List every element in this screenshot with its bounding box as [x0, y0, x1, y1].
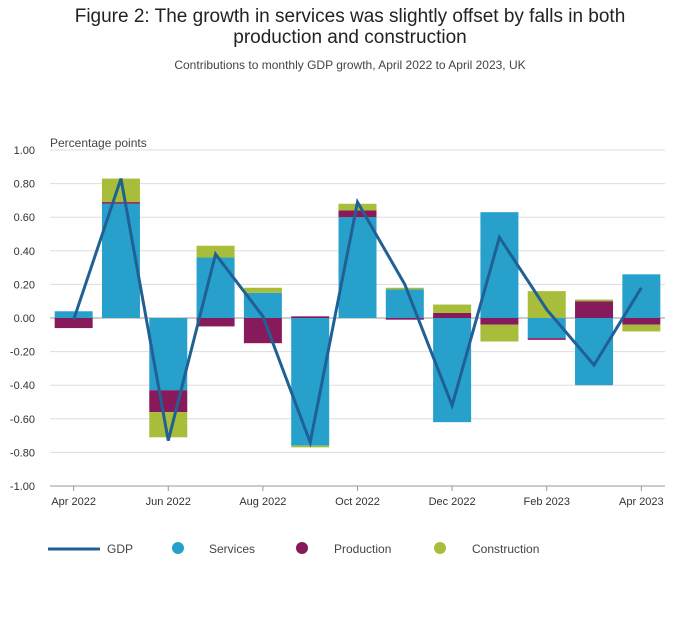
x-tick-label: Oct 2022 [335, 496, 380, 508]
x-tick-label: Jun 2022 [146, 496, 191, 508]
y-tick-label: 1.00 [14, 145, 35, 157]
services-bar [480, 212, 519, 318]
y-tick-label: -1.00 [10, 481, 35, 493]
construction-bar [575, 299, 614, 302]
construction-bar [480, 324, 519, 342]
chart-title-line-2: production and construction [233, 27, 467, 48]
services-bar [149, 318, 188, 391]
production-bar [101, 202, 140, 204]
production-bar [527, 338, 566, 340]
production-bar [196, 318, 235, 327]
legend: GDP Services Production Construction [48, 542, 539, 556]
construction-bar [196, 245, 235, 258]
construction-bar [101, 178, 140, 203]
construction-bar [243, 287, 282, 293]
x-tick-label: Dec 2022 [429, 496, 476, 508]
production-bar [480, 318, 519, 325]
production-bar [54, 318, 93, 329]
production-bar [575, 301, 614, 318]
y-tick-label: -0.20 [10, 347, 35, 359]
y-axis-title: Percentage points [50, 136, 147, 150]
construction-bar [622, 324, 661, 332]
production-bar [338, 210, 377, 218]
production-bar [291, 316, 330, 318]
construction-legend-label: Construction [472, 542, 539, 556]
chart-title: Figure 2: The growth in services was sli… [0, 6, 700, 48]
production-bar [243, 318, 282, 344]
y-tick-label: -0.80 [10, 447, 35, 459]
y-tick-label: 0.00 [14, 313, 35, 325]
services-bar [243, 292, 282, 318]
services-bar [101, 203, 140, 318]
gdp-legend-label: GDP [107, 542, 133, 556]
production-bar [433, 312, 472, 318]
y-tick-label: -0.60 [10, 414, 35, 426]
chart-subtitle: Contributions to monthly GDP growth, Apr… [174, 58, 526, 72]
axis-layer: 1.00 0.80 0.60 0.40 0.20 0.00 -0.20 -0.40 -0.60 -… [10, 145, 665, 508]
construction-legend-marker [434, 542, 446, 554]
construction-bar [527, 291, 566, 318]
gdp-line [72, 178, 643, 448]
gdp-line-layer [72, 178, 643, 448]
y-tick-label: 0.60 [14, 212, 35, 224]
y-tick-label: 0.40 [14, 246, 35, 258]
services-bar [385, 289, 424, 318]
production-legend-label: Production [334, 542, 391, 556]
production-legend-marker [296, 542, 308, 554]
production-bar [622, 318, 661, 325]
x-tick-label: Feb 2023 [523, 496, 569, 508]
production-bar [385, 318, 424, 320]
construction-bar [433, 304, 472, 313]
bars-layer [54, 178, 661, 448]
x-tick-label: Apr 2022 [51, 496, 96, 508]
chart-title-line-1: Figure 2: The growth in services was sli… [74, 6, 626, 27]
services-legend-marker [172, 542, 184, 554]
y-tick-label: 0.20 [14, 279, 35, 291]
x-tick-label: Aug 2022 [239, 496, 286, 508]
y-tick-label: 0.80 [14, 179, 35, 191]
services-bar [527, 318, 566, 339]
services-bar [54, 311, 93, 318]
services-legend-label: Services [209, 542, 255, 556]
x-tick-label: Apr 2023 [619, 496, 664, 508]
y-tick-label: -0.40 [10, 380, 35, 392]
construction-bar [385, 287, 424, 290]
